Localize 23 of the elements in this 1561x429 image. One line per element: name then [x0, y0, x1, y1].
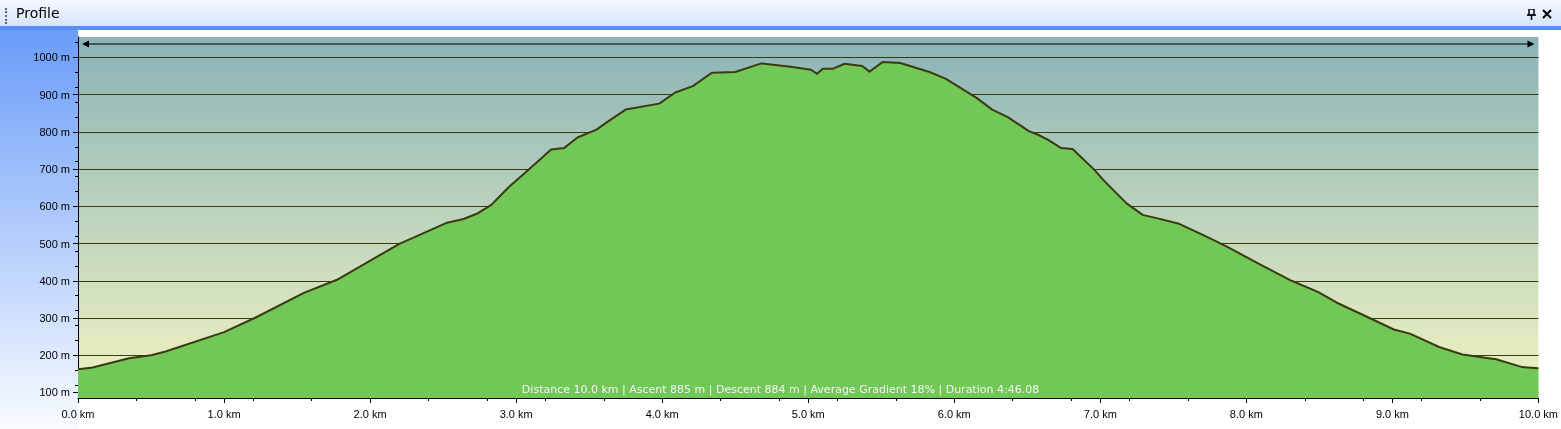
x-tick-label: 8.0 km: [1229, 407, 1263, 420]
y-tick-label: 200 m: [39, 349, 70, 362]
y-tick-label: 1000 m: [33, 51, 70, 64]
y-tick-label: 800 m: [39, 125, 70, 138]
y-tick-label: 700 m: [39, 163, 70, 176]
y-tick-label: 400 m: [39, 274, 70, 287]
x-tick-label: 6.0 km: [937, 407, 971, 420]
y-tick-label: 900 m: [39, 88, 70, 101]
y-tick-label: 300 m: [39, 311, 70, 324]
x-tick-label: 9.0 km: [1375, 407, 1409, 420]
chart-title: Profile: [16, 5, 60, 21]
annotation: Distance 10.0 km | Ascent 885 m | Descent 884 m | Average Gradient 18% | Duration 4:46.08: [521, 383, 1040, 396]
x-tick-label: 1.0 km: [207, 407, 241, 420]
x-tick-label: 0.0 km: [61, 407, 95, 420]
x-tick-label: 10.0 km: [1518, 407, 1559, 420]
x-tick-label: 2.0 km: [353, 407, 387, 420]
y-tick-label: 500 m: [39, 237, 70, 250]
y-tick-label: 600 m: [39, 200, 70, 213]
x-tick-label: 3.0 km: [499, 407, 533, 420]
y-tick-label: 100 m: [39, 386, 70, 399]
x-tick-label: 5.0 km: [791, 407, 825, 420]
x-tick-label: 4.0 km: [645, 407, 679, 420]
x-tick-label: 7.0 km: [1083, 407, 1117, 420]
